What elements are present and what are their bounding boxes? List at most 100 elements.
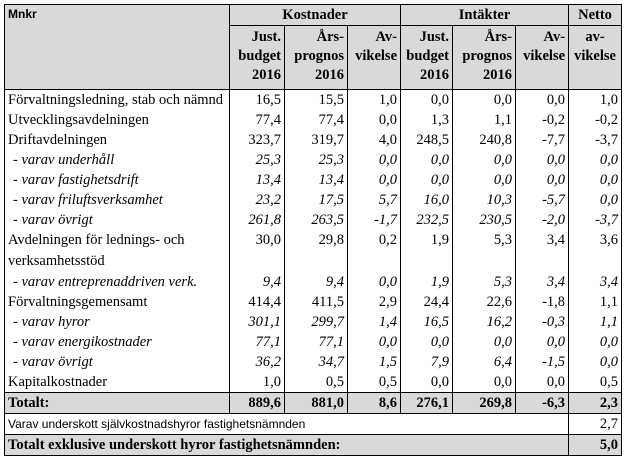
row-value: 0,0 [346, 110, 402, 130]
row-value: 1,9 [400, 230, 454, 272]
total-value: 269,8 [452, 392, 517, 414]
col-deviation-costs: Av- vikelse [346, 25, 402, 90]
col-net-line: av- [585, 29, 605, 45]
table-row-sub: - varav hyror 301,1 299,7 1,4 16,5 16,2 -0,3 1,… [4, 312, 623, 332]
col-budget-income: Just. budget 2016 [400, 25, 454, 90]
row-value: 0,0 [515, 372, 570, 393]
grand-total-value: 5,0 [568, 434, 623, 456]
unit-label: Mnkr [4, 4, 230, 90]
group-costs-header: Kostnader [228, 4, 402, 26]
budget-table-container: Mnkr Kostnader Intäkter Netto Just. budg… [3, 4, 623, 456]
table-row: Förvaltningsgemensamt 414,4 411,5 2,9 24,4 22… [4, 292, 623, 312]
table-row-sub: - varav övrigt 261,8 263,5 -1,7 232,5 230,5 -2… [4, 210, 623, 230]
col-forecast-line: 2016 [315, 67, 344, 83]
row-value: 0,0 [568, 170, 623, 190]
row-label: - varav entreprenaddriven verk. [4, 272, 230, 292]
row-value: 0,0 [515, 89, 570, 110]
total-value: -6,3 [515, 392, 570, 414]
col-budget-line: 2016 [420, 67, 450, 83]
table-row: Driftavdelningen 323,7 319,7 4,0 248,5 240,8-… [4, 130, 623, 150]
col-forecast-line: 2016 [483, 67, 513, 83]
table-row-sub: - varav friluftsverksamhet 23,2 17,5 5,7 16,… [4, 190, 623, 210]
row-value: 77,4 [284, 110, 348, 130]
row-label: - varav underhåll [4, 150, 230, 170]
row-value: -3,7 [568, 210, 623, 230]
col-budget-line: budget [238, 48, 281, 64]
row-value: 0,5 [284, 372, 348, 393]
row-value: 16,5 [400, 312, 454, 332]
col-forecast-line: prognos [294, 48, 344, 64]
col-budget-line: Just. [251, 29, 281, 45]
row-value: 9,4 [284, 272, 348, 292]
table-row-sub: - varav fastighetsdrift 13,4 13,4 0,0 0,0 0,0… [4, 170, 623, 190]
row-value: -0,2 [568, 110, 623, 130]
row-label: - varav hyror [4, 312, 230, 332]
row-value: 0,0 [568, 150, 623, 170]
group-net-header: Netto [568, 4, 623, 26]
grand-total-row: Totalt exklusive underskott hyror fastig… [3, 434, 623, 456]
table-row: Avdelningen för lednings- och verksamhet… [4, 230, 623, 272]
row-label: Förvaltningsledning, stab och nämnd [4, 89, 230, 110]
row-value: 0,0 [515, 150, 570, 170]
row-label: Utvecklingsavdelningen [4, 110, 230, 130]
row-value: 0,0 [400, 170, 454, 190]
note-label: Varav underskott självkostnadshyror fast… [3, 413, 570, 435]
row-label: - varav övrigt [4, 352, 230, 372]
row-value: 9,4 [229, 272, 285, 292]
row-value: 5,7 [346, 190, 402, 210]
col-forecast-line: prognos [462, 48, 513, 64]
row-value: 1,0 [568, 89, 623, 110]
row-value: 240,8 [452, 130, 517, 150]
note-value: 2,7 [568, 413, 623, 435]
row-value: 25,3 [229, 150, 285, 170]
row-value: 248,5 [400, 130, 454, 150]
row-value: 10,3 [452, 190, 517, 210]
col-deviation-income: Av- vikelse [515, 25, 570, 90]
row-value: 299,7 [284, 312, 348, 332]
row-value: 0,0 [400, 332, 454, 352]
row-value: 34,7 [284, 352, 348, 372]
row-value: 0,0 [346, 332, 402, 352]
row-label: Driftavdelningen [4, 130, 230, 150]
row-value: 232,5 [400, 210, 454, 230]
row-value: 1,9 [400, 272, 454, 292]
row-label: - varav övrigt [4, 210, 230, 230]
row-value: 0,0 [452, 332, 517, 352]
table-row-sub: - varav övrigt 36,2 34,7 1,5 7,9 6,4 -1,5 0,0 [4, 352, 623, 372]
row-label: Förvaltningsgemensamt [4, 292, 230, 312]
row-value: -0,3 [515, 312, 570, 332]
table-row: Kapitalkostnader 1,0 0,5 0,5 0,0 0,0 0,0 0,5 [4, 372, 623, 393]
total-label: Totalt: [4, 392, 230, 414]
table-row-sub: - varav underhåll 25,3 25,3 0,0 0,0 0,0 0,0 0,0 [4, 150, 623, 170]
budget-table: Mnkr Kostnader Intäkter Netto Just. budg… [3, 4, 623, 456]
row-value: 3,4 [515, 230, 570, 272]
row-label: - varav friluftsverksamhet [4, 190, 230, 210]
table-row-sub: - varav energikostnader 77,1 77,1 0,0 0,0 0,0… [4, 332, 623, 352]
col-forecast-costs: Års- prognos 2016 [284, 25, 348, 90]
row-value: 1,3 [400, 110, 454, 130]
row-value: -0,2 [515, 110, 570, 130]
group-income-header: Intäkter [400, 4, 570, 26]
row-value: 29,8 [284, 230, 348, 272]
row-value: 30,0 [229, 230, 285, 272]
grand-total-label: Totalt exklusive underskott hyror fastig… [3, 434, 570, 456]
row-value: 3,4 [515, 272, 570, 292]
row-value: 0,2 [346, 230, 402, 272]
header-row-columns: Just. budget 2016 Års- prognos 2016 Av- … [5, 25, 623, 90]
row-value: 6,4 [452, 352, 517, 372]
row-value: 23,2 [229, 190, 285, 210]
row-value: 3,6 [568, 230, 623, 272]
row-value: 13,4 [284, 170, 348, 190]
note-row: Varav underskott självkostnadshyror fast… [3, 413, 623, 435]
row-value: 319,7 [284, 130, 348, 150]
row-value: 15,5 [284, 89, 348, 110]
row-value: 77,1 [284, 332, 348, 352]
header-row-groups: Mnkr Kostnader Intäkter Netto [4, 4, 623, 90]
row-value: 0,0 [515, 170, 570, 190]
row-value: 16,0 [400, 190, 454, 210]
row-value: 5,3 [452, 230, 517, 272]
col-budget-line: budget [406, 48, 450, 64]
col-budget-line: 2016 [252, 67, 281, 83]
row-label: - varav energikostnader [4, 332, 230, 352]
row-value: 0,0 [346, 272, 402, 292]
